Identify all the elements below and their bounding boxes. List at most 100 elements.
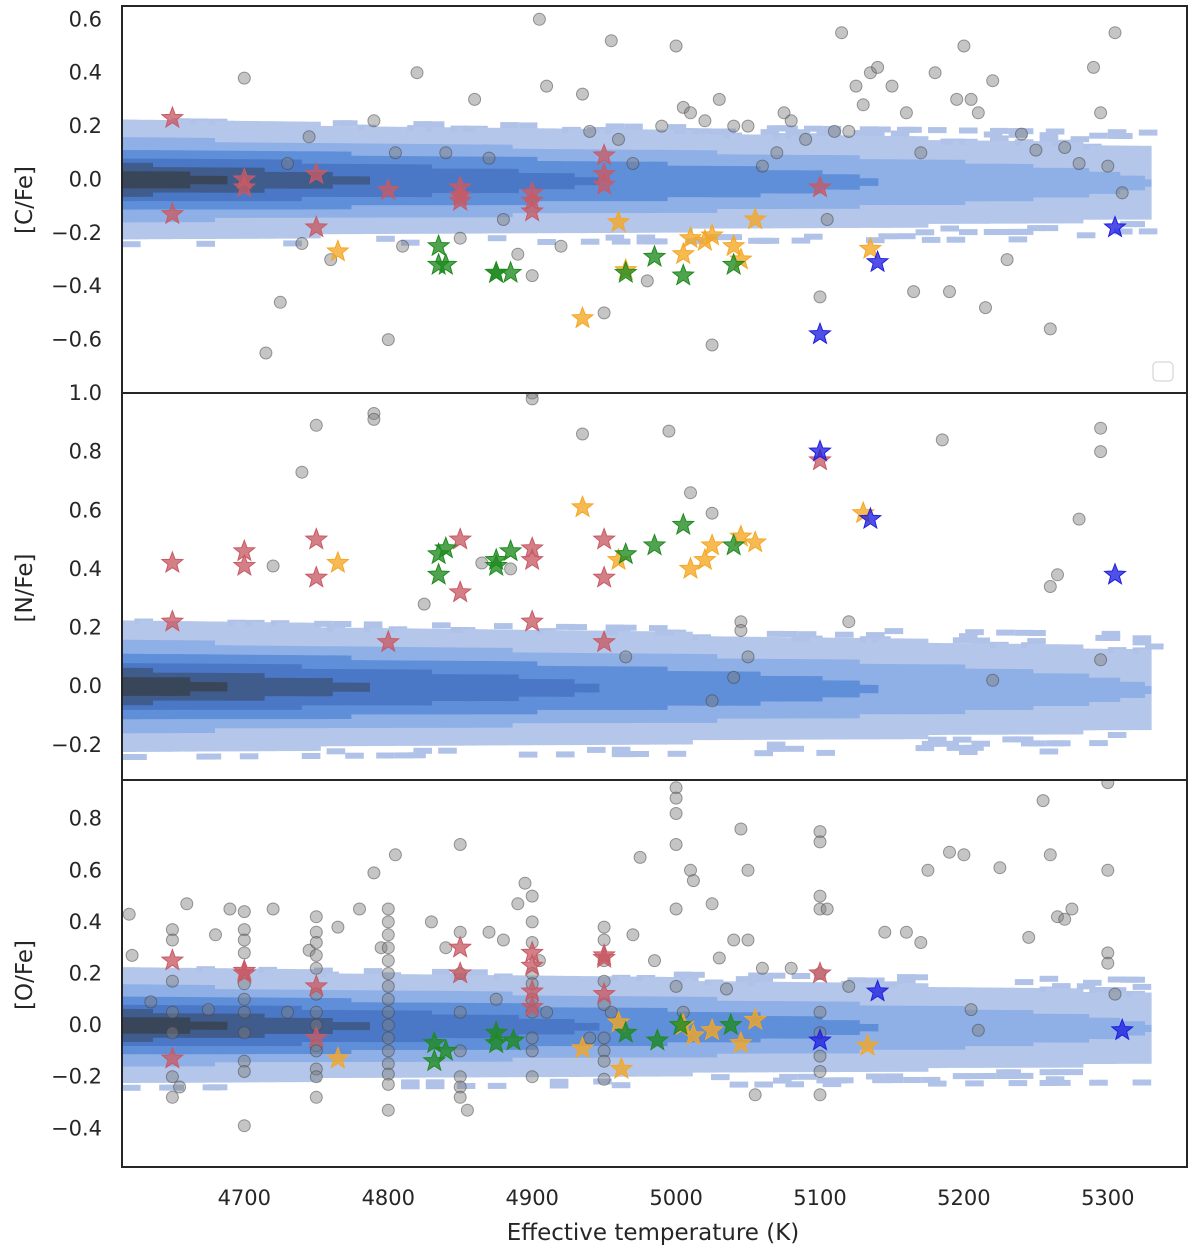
- density-cell: [1101, 197, 1109, 202]
- density-cell: [711, 134, 718, 139]
- density-cell: [481, 224, 489, 230]
- gray-circle-point: [525, 269, 539, 283]
- density-cell: [909, 158, 916, 164]
- gray-circle-point: [388, 146, 402, 160]
- density-cell: [903, 219, 910, 224]
- density-cell: [562, 192, 569, 198]
- density-cell: [667, 180, 675, 186]
- density-cell: [692, 157, 699, 162]
- density-cell: [934, 177, 941, 183]
- density-cell: [866, 212, 873, 217]
- density-cell: [190, 741, 197, 747]
- density-cell: [996, 140, 1003, 145]
- density-cell: [208, 718, 216, 724]
- density-cell: [153, 620, 160, 627]
- density-cell: [990, 181, 997, 187]
- density-cell: [1120, 178, 1127, 183]
- density-cell: [1083, 156, 1090, 161]
- density-cell: [363, 163, 371, 169]
- density-cell: [680, 173, 687, 178]
- density-cell: [1027, 155, 1034, 161]
- density-cell: [525, 184, 532, 190]
- density-cell: [965, 185, 972, 190]
- density-cell: [934, 155, 941, 160]
- density-cell: [983, 155, 991, 160]
- density-cell: [407, 221, 414, 226]
- density-cell: [165, 149, 172, 155]
- density-cell: [779, 185, 786, 190]
- density-cell: [469, 143, 476, 149]
- density-cell: [990, 200, 997, 205]
- density-cell: [518, 132, 526, 137]
- gray-circle-point: [612, 132, 625, 146]
- density-cell: [686, 165, 693, 170]
- density-cell: [791, 216, 799, 221]
- density-cell: [946, 185, 954, 190]
- density-cell: [698, 196, 706, 202]
- density-cell: [897, 158, 904, 164]
- density-cell: [593, 192, 600, 198]
- density-cell: [146, 718, 154, 724]
- density-cell: [487, 224, 495, 230]
- density-cell: [401, 212, 408, 218]
- density-cell: [928, 162, 935, 168]
- density-cell: [934, 147, 941, 153]
- density-cell: [153, 630, 160, 636]
- density-cell: [686, 188, 693, 194]
- density-cell: [580, 212, 588, 218]
- density-cell: [227, 727, 234, 733]
- density-cell: [711, 184, 718, 190]
- density-cell: [239, 234, 247, 239]
- density-cell: [1021, 178, 1028, 183]
- density-cell: [202, 681, 210, 687]
- gray-circle-point: [1029, 143, 1043, 157]
- density-cell: [413, 212, 420, 218]
- density-cell: [1058, 193, 1065, 198]
- density-cell: [828, 223, 836, 228]
- density-cell: [227, 200, 234, 206]
- density-cell: [797, 169, 805, 175]
- gray-circle-point: [885, 79, 899, 93]
- density-cell: [438, 196, 445, 202]
- density-cell: [438, 192, 445, 198]
- density-cell: [742, 200, 749, 206]
- density-cell: [1107, 197, 1115, 202]
- density-cell: [1039, 174, 1047, 179]
- density-cell: [246, 167, 253, 172]
- density-cell: [847, 154, 854, 159]
- density-cell: [1002, 185, 1009, 190]
- density-cell: [574, 204, 582, 210]
- density-cell: [128, 217, 135, 223]
- density-cell: [1107, 129, 1127, 136]
- density-cell: [959, 170, 966, 175]
- density-cell: [159, 653, 166, 659]
- density-cell: [190, 621, 197, 627]
- density-cell: [239, 631, 247, 637]
- density-cell: [456, 216, 464, 222]
- density-cell: [184, 141, 191, 147]
- density-cell: [983, 140, 991, 145]
- density-cell: [531, 156, 538, 161]
- density-cell: [1014, 185, 1022, 190]
- density-cell: [239, 713, 247, 720]
- density-cell: [562, 220, 569, 226]
- density-cell: [196, 120, 203, 126]
- density-cell: [549, 196, 557, 202]
- density-cell: [376, 188, 383, 193]
- density-cell: [301, 225, 309, 231]
- star-point: [721, 233, 746, 257]
- density-cell: [1101, 174, 1109, 180]
- density-cell: [165, 746, 172, 752]
- density-cell: [252, 713, 259, 720]
- density-cell: [208, 200, 216, 206]
- density-cell: [345, 179, 352, 185]
- density-cell: [184, 662, 191, 669]
- density-cell: [1058, 182, 1065, 187]
- density-cell: [184, 653, 191, 659]
- density-cell: [171, 183, 179, 189]
- density-cell: [153, 658, 160, 664]
- density-cell: [766, 146, 774, 151]
- density-cell: [165, 221, 172, 227]
- density-cell: [190, 700, 197, 706]
- density-cell: [388, 147, 396, 152]
